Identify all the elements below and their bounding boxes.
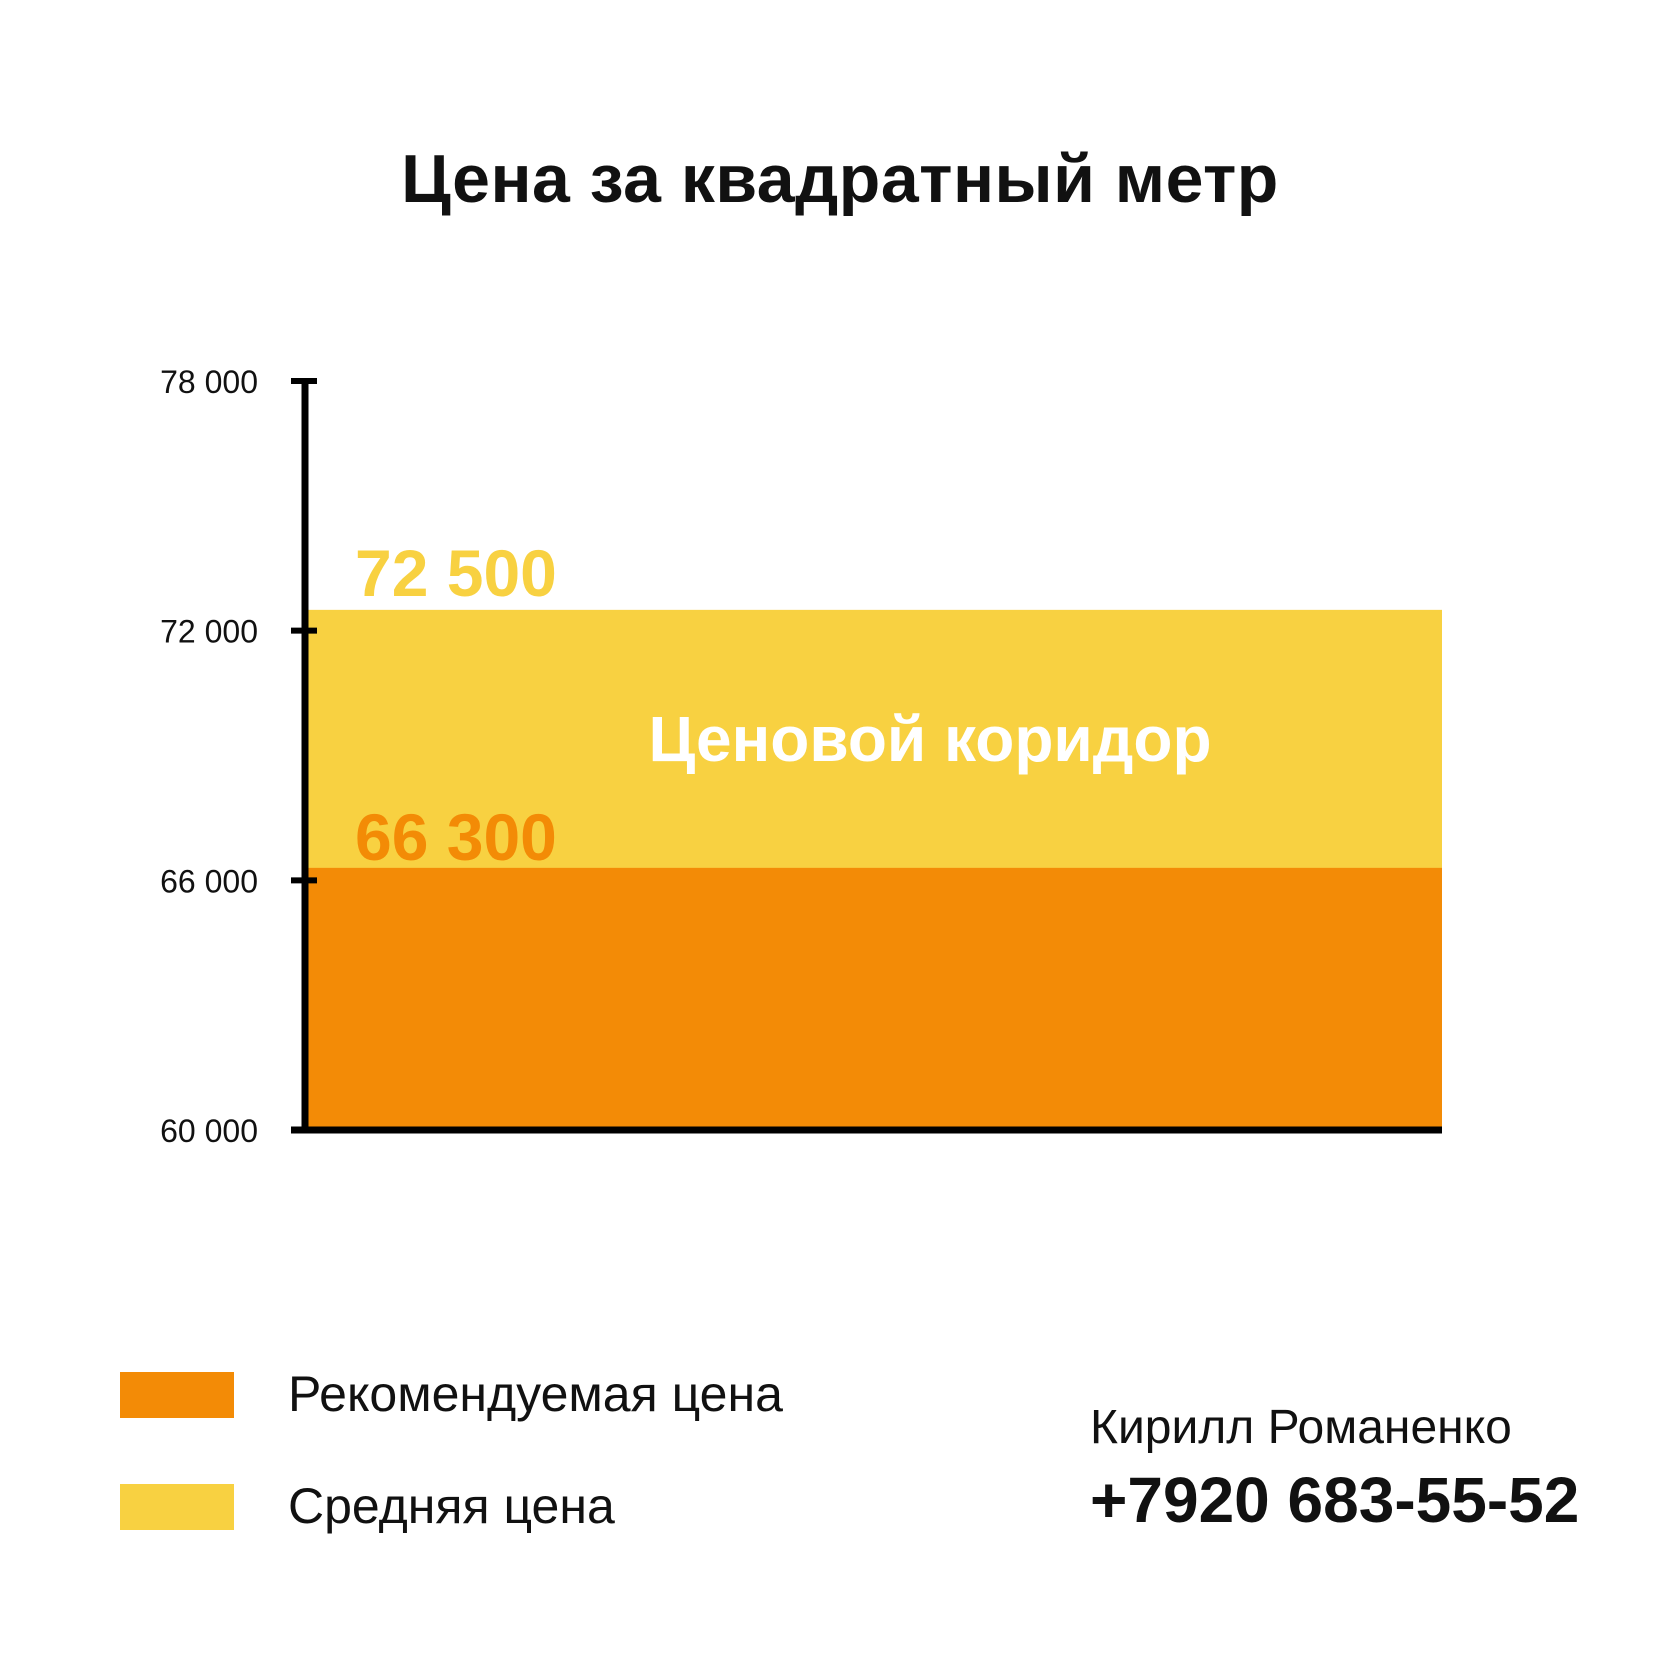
contact-block: Кирилл Романенко +7920 683-55-52 bbox=[1090, 1400, 1579, 1538]
contact-phone: +7920 683-55-52 bbox=[1090, 1464, 1580, 1536]
recommended-price-value-label: 66 300 bbox=[355, 800, 557, 874]
legend-item-recommended: Рекомендуемая цена bbox=[120, 1366, 920, 1422]
contact-name: Кирилл Романенко bbox=[1090, 1401, 1512, 1454]
y-tick-label: 66 000 bbox=[160, 863, 258, 899]
legend-swatch-recommended bbox=[120, 1372, 234, 1418]
recommended-price-area bbox=[305, 867, 1442, 1130]
legend-swatch-average bbox=[120, 1484, 234, 1530]
legend-item-average: Средняя цена bbox=[120, 1478, 920, 1534]
y-tick-label: 60 000 bbox=[160, 1113, 258, 1149]
y-tick-label: 72 000 bbox=[160, 614, 258, 650]
price-chart: 60 000 66 000 72 000 78 000 72 500 66 300 Цено… bbox=[160, 364, 1442, 1149]
average-price-value-label: 72 500 bbox=[355, 536, 557, 610]
legend-label-average: Средняя цена bbox=[288, 1478, 615, 1534]
price-corridor-label: Ценовой коридор bbox=[648, 703, 1211, 775]
legend-label-recommended: Рекомендуемая цена bbox=[288, 1366, 783, 1422]
y-tick-label: 78 000 bbox=[160, 364, 258, 400]
chart-title: Цена за квадратный метр bbox=[401, 141, 1279, 217]
